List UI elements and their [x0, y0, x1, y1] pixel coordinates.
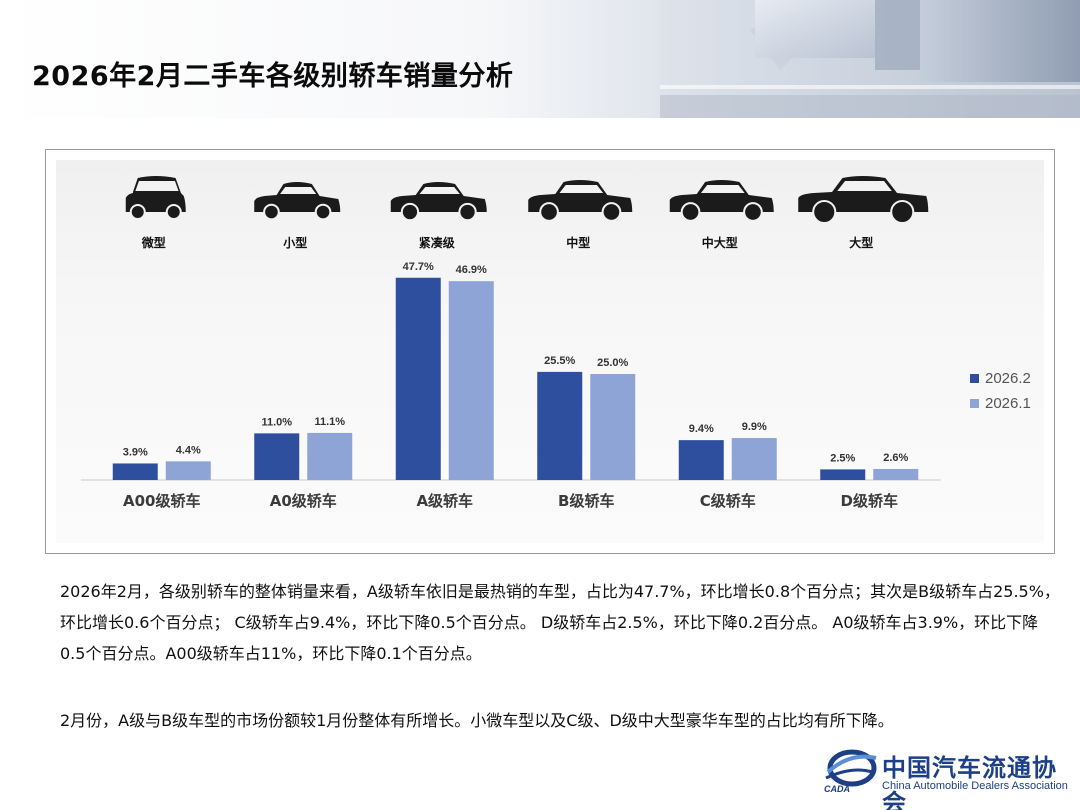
- data-label-previous-1: 11.1%: [314, 416, 345, 428]
- bar-previous-4: [731, 438, 777, 480]
- logo-name-en: China Automobile Dealers Association: [882, 780, 1068, 792]
- small-car-icon: [254, 182, 341, 221]
- analysis-paragraph-2: 2月份，A级与B级车型的市场份额较1月份整体有所增长。小微车型以及C级、D级中大…: [60, 711, 894, 730]
- data-label-previous-2: 46.9%: [456, 264, 487, 276]
- legend-swatch-0: [970, 374, 979, 383]
- bar-previous-2: [448, 281, 494, 480]
- compact-car-icon: [390, 182, 487, 222]
- vehicle-type-label-0: 微型: [141, 235, 166, 250]
- data-label-previous-5: 2.6%: [883, 452, 908, 464]
- category-label-1: A0级轿车: [270, 492, 337, 510]
- cada-logo: CADA 中国汽车流通协会 China Automobile Dealers A…: [822, 744, 1072, 810]
- legend-swatch-1: [970, 399, 979, 408]
- data-label-current-5: 2.5%: [830, 452, 855, 464]
- micro-car-icon: [125, 176, 186, 220]
- chart-panel: 3.9% 11.0% 47.7% 25.5% 9.4% 2.5% 4.4% 11.1% 46.9…: [45, 149, 1055, 554]
- vehicle-type-label-3: 中型: [566, 235, 590, 250]
- vehicle-type-label-4: 中大型: [702, 235, 738, 250]
- vehicle-type-label-1: 小型: [283, 235, 307, 250]
- banner-background-graphic: [660, 0, 1080, 118]
- data-label-current-2: 47.7%: [403, 261, 434, 273]
- analysis-paragraph-1: 2026年2月，各级别轿车的整体销量来看，A级轿车依旧是最热销的车型，占比为47…: [60, 582, 1060, 663]
- data-label-current-1: 11.0%: [261, 416, 292, 428]
- category-label-0: A00级轿车: [123, 492, 200, 510]
- logo-abbreviation: CADA: [824, 784, 850, 794]
- data-label-current-0: 3.9%: [123, 446, 148, 458]
- data-label-current-3: 25.5%: [544, 355, 575, 367]
- category-label-4: C级轿车: [700, 492, 756, 510]
- data-label-current-4: 9.4%: [689, 423, 714, 435]
- bar-current-5: [820, 469, 866, 480]
- category-label-3: B级轿车: [558, 492, 614, 510]
- large-car-icon: [669, 180, 774, 222]
- header-banner: 2026年2月二手车各级别轿车销量分析: [0, 0, 1080, 118]
- legend-label-0: 2026.2: [985, 370, 1031, 387]
- bar-current-1: [254, 433, 300, 480]
- data-label-previous-4: 9.9%: [742, 421, 767, 433]
- vehicle-type-label-5: 大型: [849, 235, 873, 250]
- bar-current-2: [395, 277, 441, 480]
- bar-current-0: [112, 463, 158, 480]
- bar-previous-3: [590, 374, 636, 480]
- category-label-2: A级轿车: [416, 492, 473, 510]
- full-size-car-icon: [798, 176, 929, 225]
- bar-previous-0: [165, 461, 211, 480]
- midsize-car-icon: [528, 180, 633, 222]
- bar-previous-5: [873, 468, 919, 480]
- data-label-previous-0: 4.4%: [176, 444, 201, 456]
- bar-current-3: [537, 371, 583, 480]
- cada-emblem-icon: [825, 749, 877, 787]
- page-title: 2026年2月二手车各级别轿车销量分析: [32, 61, 514, 92]
- vehicle-type-label-2: 紧凑级: [419, 235, 455, 250]
- logo-name-cn: 中国汽车流通协会: [882, 753, 1057, 810]
- bar-chart: 3.9% 11.0% 47.7% 25.5% 9.4% 2.5% 4.4% 11.1% 46.9…: [81, 176, 1031, 510]
- legend-label-1: 2026.1: [985, 395, 1031, 412]
- bar-current-4: [678, 440, 724, 480]
- data-label-previous-3: 25.0%: [597, 357, 628, 369]
- category-label-5: D级轿车: [841, 492, 898, 510]
- bar-previous-1: [307, 432, 353, 480]
